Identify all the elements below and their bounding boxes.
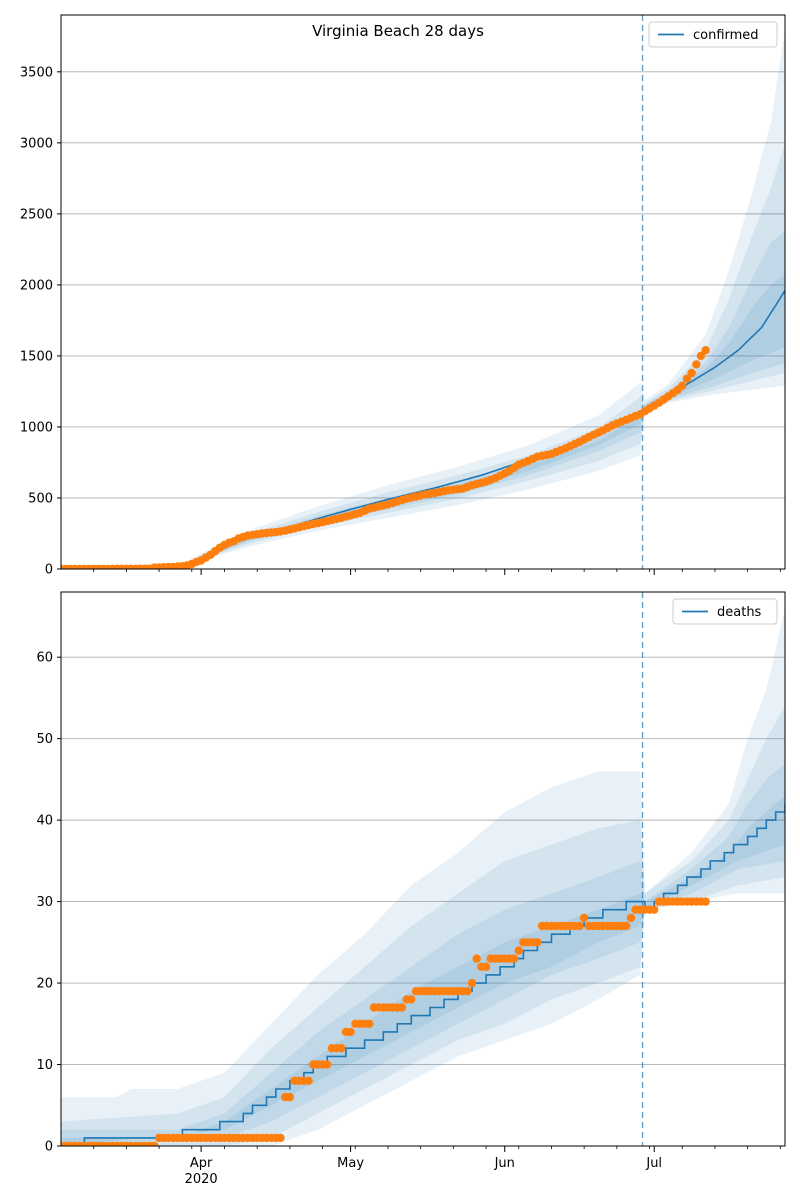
y-tick-label: 1000 xyxy=(20,420,53,435)
confirmed-panel: 0 500 1000 1500 2000 2500 3000 3500 confirmed xyxy=(20,14,786,578)
y-tick-label: 30 xyxy=(36,895,53,910)
data-point xyxy=(481,962,491,971)
data-point xyxy=(346,1027,355,1037)
data-point xyxy=(626,913,636,923)
data-point xyxy=(701,897,710,906)
uncertainty-band-mid xyxy=(61,142,785,569)
data-point xyxy=(463,987,472,996)
observed-points xyxy=(61,346,710,569)
legend-label: deaths xyxy=(717,605,762,620)
legend: confirmed xyxy=(648,21,778,48)
y-tick-label: 1500 xyxy=(20,349,53,364)
x-tick-label: Apr xyxy=(190,1156,213,1171)
data-point xyxy=(276,1133,285,1143)
x-tick-label: Jul xyxy=(645,1156,662,1171)
y-tick-label: 10 xyxy=(36,1058,53,1073)
data-point xyxy=(304,1076,313,1086)
data-point xyxy=(514,946,523,955)
legend-label: confirmed xyxy=(693,28,759,43)
legend: deaths xyxy=(672,598,778,625)
legend-box xyxy=(672,598,778,625)
data-point xyxy=(696,351,706,361)
data-point xyxy=(533,938,542,947)
uncertainty-band-inner xyxy=(61,230,785,569)
uncertainty-band-outer xyxy=(61,608,785,1146)
data-point xyxy=(365,1019,374,1028)
plot-area xyxy=(61,15,785,569)
data-point xyxy=(687,368,696,378)
x-tick-label: May xyxy=(337,1156,364,1171)
data-point xyxy=(682,374,692,383)
y-tick-label: 3500 xyxy=(20,65,53,80)
data-point xyxy=(150,1141,159,1146)
median-line xyxy=(61,803,785,1146)
data-point xyxy=(650,905,659,914)
axes-frame xyxy=(60,14,786,570)
data-point xyxy=(397,1003,407,1012)
uncertainty-band-core xyxy=(61,275,785,569)
data-point xyxy=(701,346,710,355)
data-point xyxy=(467,978,477,988)
y-tick-label: 0 xyxy=(45,563,53,578)
data-point xyxy=(692,360,701,369)
legend-box xyxy=(648,21,778,48)
data-point xyxy=(323,1060,332,1069)
median-line xyxy=(61,290,785,569)
y-tick-label: 20 xyxy=(36,977,53,992)
y-tick-label: 500 xyxy=(28,491,53,506)
chart-title: Virginia Beach 28 days xyxy=(312,22,484,40)
observed-points xyxy=(61,897,710,1146)
y-tick-label: 3000 xyxy=(20,136,53,151)
plot-area xyxy=(61,592,785,1146)
y-tick-label: 50 xyxy=(36,732,53,747)
data-point xyxy=(285,1092,295,1102)
data-point xyxy=(407,995,416,1004)
x-tick-label: Jun xyxy=(494,1156,515,1171)
y-tick-label: 60 xyxy=(36,651,53,666)
y-tick-label: 40 xyxy=(36,814,53,829)
x-year-label: 2020 xyxy=(185,1172,218,1187)
y-tick-label: 0 xyxy=(45,1140,53,1155)
data-point xyxy=(509,954,519,963)
data-point xyxy=(579,913,589,923)
data-point xyxy=(575,921,584,931)
y-tick-label: 2500 xyxy=(20,207,53,222)
data-point xyxy=(337,1044,346,1053)
y-tick-label: 2000 xyxy=(20,278,53,293)
data-point xyxy=(622,921,631,931)
data-point xyxy=(472,954,481,963)
data-point xyxy=(678,381,687,390)
uncertainty-band-mid xyxy=(61,706,785,1146)
axes-frame xyxy=(60,591,786,1147)
